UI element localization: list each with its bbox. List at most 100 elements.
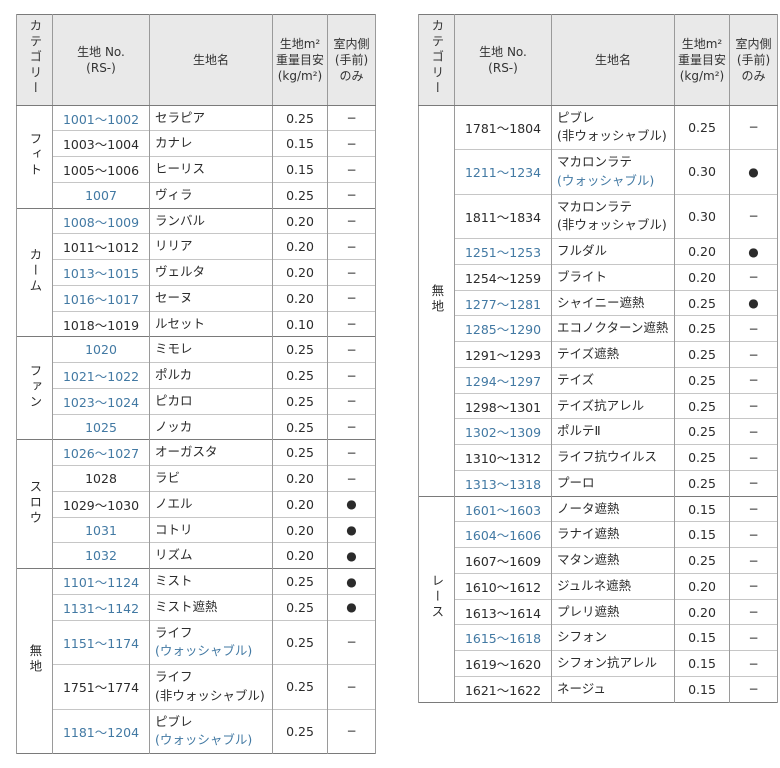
fabric-name: ランバル — [149, 207, 273, 234]
fabric-name-text: マタン遮熱 — [557, 552, 620, 568]
fabric-no[interactable]: 1277〜1281 — [454, 289, 552, 316]
fabric-name-text: エコノクターン遮熱 — [557, 320, 669, 336]
indoor-only-value: ● — [327, 568, 376, 595]
weight-value: 0.25 — [272, 664, 328, 710]
fabric-no: 1310〜1312 — [454, 444, 552, 471]
indoor-only-value: ● — [729, 149, 778, 195]
fabric-row: 無地 1101〜1124 ミスト 0.25 ● — [16, 568, 376, 754]
fabric-row: 1294〜1297 テイズ 0.25− — [419, 366, 778, 394]
indoor-only-value: − — [729, 263, 778, 291]
weight-value: 0.25 — [272, 336, 328, 363]
fabric-name-text: カナレ — [155, 135, 193, 151]
weight-value: 0.25 — [674, 104, 730, 150]
fabric-name-text: オーガスタ — [155, 444, 218, 460]
fabric-row: 1028 ラビ 0.20− — [17, 465, 376, 492]
fabric-name: ルセット — [149, 310, 273, 337]
indoor-only-value: − — [327, 336, 376, 363]
fabric-name: ポルテⅡ — [551, 418, 675, 445]
indoor-only-value: − — [729, 444, 778, 471]
fabric-no[interactable]: 1026〜1027 — [52, 439, 150, 466]
fabric-name: テイズ抗アレル — [551, 392, 675, 419]
fabric-no[interactable]: 1615〜1618 — [454, 624, 552, 651]
fabric-no[interactable]: 1313〜1318 — [454, 469, 552, 497]
fabric-no[interactable]: 1604〜1606 — [454, 521, 552, 548]
weight-value: 0.20 — [272, 516, 328, 543]
fabric-name: ライフ抗ウイルス — [551, 444, 675, 471]
fabric-no[interactable]: 1013〜1015 — [52, 259, 150, 286]
fabric-no[interactable]: 1032 — [52, 542, 150, 569]
fabric-name-text: マカロンラテ — [557, 154, 633, 170]
fabric-no[interactable]: 1008〜1009 — [52, 207, 150, 234]
fabric-name-text: シフォン抗アレル — [557, 655, 658, 671]
fabric-no[interactable]: 1151〜1174 — [52, 619, 150, 665]
fabric-no[interactable]: 1016〜1017 — [52, 284, 150, 312]
fabric-name-note[interactable]: (ウォッシャブル) — [557, 172, 655, 188]
weight-value: 0.20 — [272, 490, 328, 518]
fabric-no[interactable]: 1021〜1022 — [52, 362, 150, 389]
fabric-no[interactable]: 1001〜1002 — [52, 104, 150, 131]
indoor-only-value: − — [729, 193, 778, 239]
weight-value: 0.15 — [674, 521, 730, 548]
fabric-no[interactable]: 1101〜1124 — [52, 568, 150, 595]
fabric-row: 1615〜1618 シフォン 0.15− — [419, 624, 778, 651]
fabric-no: 1613〜1614 — [454, 598, 552, 625]
weight-value: 0.15 — [272, 130, 328, 157]
weight-value: 0.25 — [272, 387, 328, 415]
fabric-name-text: コトリ — [155, 521, 193, 537]
fabric-no: 1254〜1259 — [454, 263, 552, 291]
fabric-no[interactable]: 1031 — [52, 516, 150, 543]
fabric-row: 1211〜1234 マカロンラテ (ウォッシャブル) 0.30 ● — [419, 149, 778, 195]
fabric-name: ミスト遮熱 — [149, 593, 273, 621]
fabric-no: 1610〜1612 — [454, 572, 552, 600]
fabric-name: マカロンラテ (ウォッシャブル) — [551, 149, 675, 195]
fabric-no[interactable]: 1181〜1204 — [52, 708, 150, 754]
indoor-only-value: − — [729, 675, 778, 703]
fabric-row: 1291〜1293 テイズ遮熱 0.25− — [419, 341, 778, 368]
weight-value: 0.15 — [674, 650, 730, 677]
fabric-name-text: ヴィラ — [155, 186, 193, 202]
weight-value: 0.20 — [272, 233, 328, 260]
weight-value: 0.30 — [674, 193, 730, 239]
weight-value: 0.15 — [272, 156, 328, 183]
fabric-name-text: ノッカ — [155, 418, 193, 434]
fabric-no: 1619〜1620 — [454, 650, 552, 677]
weight-value: 0.25 — [272, 439, 328, 466]
indoor-only-value: ● — [327, 516, 376, 543]
fabric-name: エコノクターン遮熱 — [551, 315, 675, 342]
indoor-only-value: − — [729, 315, 778, 342]
category-label: カーム — [27, 247, 43, 295]
fabric-no[interactable]: 1023〜1024 — [52, 387, 150, 415]
category-cell: フィト — [16, 104, 53, 209]
fabric-no[interactable]: 1251〜1253 — [454, 238, 552, 265]
fabric-no: 1029〜1030 — [52, 490, 150, 518]
fabric-name-text: ブライト — [557, 268, 608, 284]
fabric-name-note: (非ウォッシャブル) — [155, 687, 265, 703]
fabric-no[interactable]: 1007 — [52, 181, 150, 209]
fabric-no[interactable]: 1294〜1297 — [454, 366, 552, 394]
fabric-no[interactable]: 1285〜1290 — [454, 315, 552, 342]
fabric-no[interactable]: 1302〜1309 — [454, 418, 552, 445]
fabric-name-text: ルセット — [155, 315, 206, 331]
fabric-no: 1607〜1609 — [454, 547, 552, 574]
category-label: レース — [429, 574, 445, 621]
header-indoor: 室内側 (手前) のみ — [327, 14, 376, 106]
weight-value: 0.30 — [674, 149, 730, 195]
fabric-no[interactable]: 1601〜1603 — [454, 495, 552, 522]
fabric-name: ブライト — [551, 263, 675, 291]
indoor-only-value: − — [729, 392, 778, 419]
fabric-name-note[interactable]: (ウォッシャブル) — [155, 732, 253, 748]
weight-value: 0.25 — [674, 392, 730, 419]
fabric-no[interactable]: 1025 — [52, 413, 150, 440]
weight-value: 0.20 — [272, 465, 328, 492]
weight-value: 0.20 — [272, 259, 328, 286]
fabric-table-right: カテゴリー 生地 No. (RS-) 生地名 生地m² 重量目安 (kg/m²) 室内側… — [418, 14, 778, 703]
fabric-no[interactable]: 1131〜1142 — [52, 593, 150, 621]
fabric-no[interactable]: 1211〜1234 — [454, 149, 552, 195]
indoor-only-value: − — [327, 664, 376, 710]
fabric-no[interactable]: 1020 — [52, 336, 150, 363]
fabric-name-note[interactable]: (ウォッシャブル) — [155, 643, 253, 659]
header-indoor: 室内側 (手前) のみ — [729, 14, 778, 106]
fabric-name: シフォン抗アレル — [551, 650, 675, 677]
indoor-only-value: − — [327, 233, 376, 260]
